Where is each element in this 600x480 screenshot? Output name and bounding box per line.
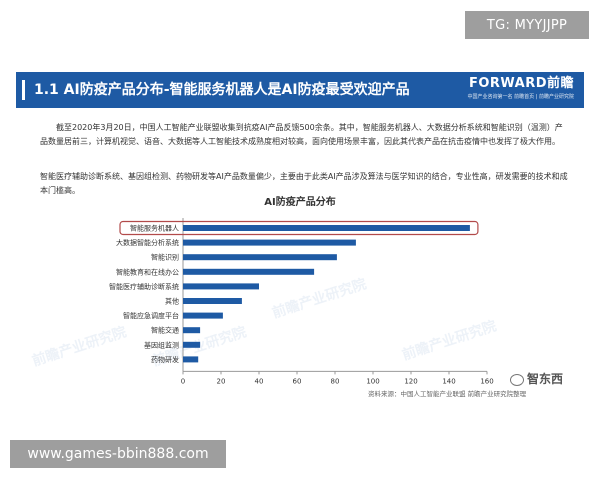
x-tick-label-3: 60 [293,377,302,385]
category-label-5: 其他 [165,297,179,306]
bar-3 [183,268,315,275]
x-tick-label-8: 160 [480,377,493,385]
x-tick-label-1: 20 [217,377,226,385]
header-accent-mark [22,80,25,100]
x-tick-label-7: 140 [442,377,455,385]
bar-5 [183,298,242,304]
section-header-bar: 1.1 AI防疫产品分布-智能服务机器人是AI防疫最受欢迎产品 FORWARD前… [16,72,584,108]
logo-slogan-text: 中国产业咨询第一名 前瞻首页 | 前瞻产业研究院 [467,94,574,100]
chart-title: AI防疫产品分布 [264,197,336,208]
bar-4 [183,283,259,290]
category-label-8: 基因组监测 [144,340,179,349]
category-label-3: 智能教育和在线办公 [116,267,179,276]
category-label-9: 药物研发 [151,355,179,364]
section-title: 1.1 AI防疫产品分布-智能服务机器人是AI防疫最受欢迎产品 [34,82,410,98]
chart-svg: 智能服务机器人大数据智能分析系统智能识别智能教育和在线办公智能医疗辅助诊断系统其… [109,218,494,385]
forward-logo: FORWARD前瞻 中国产业咨询第一名 前瞻首页 | 前瞻产业研究院 [468,75,574,101]
source-note: 资料来源：中国人工智能产业联盟 前瞻产业研究院整理 [368,390,527,398]
tg-handle-badge: TG: MYYJJPP [465,11,589,39]
highlight-box [119,220,479,236]
wechat-icon [510,373,524,386]
bar-2 [183,254,337,261]
category-label-4: 智能医疗辅助诊断系统 [109,282,179,291]
site-url-badge: www.games-bbin888.com [10,440,226,468]
category-label-1: 大数据智能分析系统 [116,238,179,247]
bar-1 [183,239,356,246]
category-label-0: 智能服务机器人 [130,224,179,233]
bar-0 [183,225,470,231]
wechat-name: 智东西 [527,372,564,386]
bar-7 [183,327,201,334]
bar-6 [183,312,223,319]
bar-chart: AI防疫产品分布 智能服务机器人 大数据智能分析系统 智能识别 智能教育和在线办公 智能… [0,188,600,408]
logo-brand-text: FORWARD前瞻 [468,76,574,91]
wechat-watermark: 智东西 [510,370,563,387]
category-label-7: 智能交通 [151,326,179,335]
body-paragraph-2: 智能医疗辅助诊断系统、基因组检测、药物研发等AI产品数量偏少，主要由于此类AI产… [40,172,568,195]
x-tick-label-0: 0 [181,377,185,385]
body-paragraph-1: 截至2020年3月20日，中国人工智能产业联盟收集到抗疫AI产品反馈500余条。… [40,123,563,146]
category-label-6: 智能应急调度平台 [123,311,179,320]
x-tick-label-4: 80 [331,377,340,385]
x-tick-label-6: 120 [404,377,417,385]
x-tick-label-2: 40 [255,377,264,385]
bar-9 [183,356,199,363]
x-tick-label-5: 100 [366,377,379,385]
bar-8 [183,341,201,348]
category-label-2: 智能识别 [151,253,179,262]
